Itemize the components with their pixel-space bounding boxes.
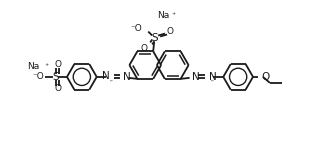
- Text: O: O: [54, 84, 61, 93]
- Text: ⁻O: ⁻O: [131, 24, 142, 33]
- Text: S: S: [152, 33, 158, 42]
- Text: ʺ: ʺ: [211, 80, 213, 85]
- Text: O: O: [261, 72, 269, 82]
- Text: ⁺: ⁺: [44, 62, 48, 71]
- Text: ʺ: ʺ: [109, 80, 112, 85]
- Text: N: N: [191, 72, 199, 82]
- Text: Na: Na: [27, 62, 39, 71]
- Text: O: O: [167, 27, 174, 36]
- Text: S: S: [53, 72, 59, 82]
- Text: O: O: [141, 44, 148, 53]
- Text: O: O: [54, 60, 61, 69]
- Text: Na: Na: [157, 11, 169, 20]
- Text: N: N: [209, 72, 217, 82]
- Text: N: N: [102, 71, 110, 81]
- Text: ⁺: ⁺: [171, 11, 175, 20]
- Text: ⁻O: ⁻O: [32, 72, 44, 81]
- Text: N: N: [122, 72, 130, 82]
